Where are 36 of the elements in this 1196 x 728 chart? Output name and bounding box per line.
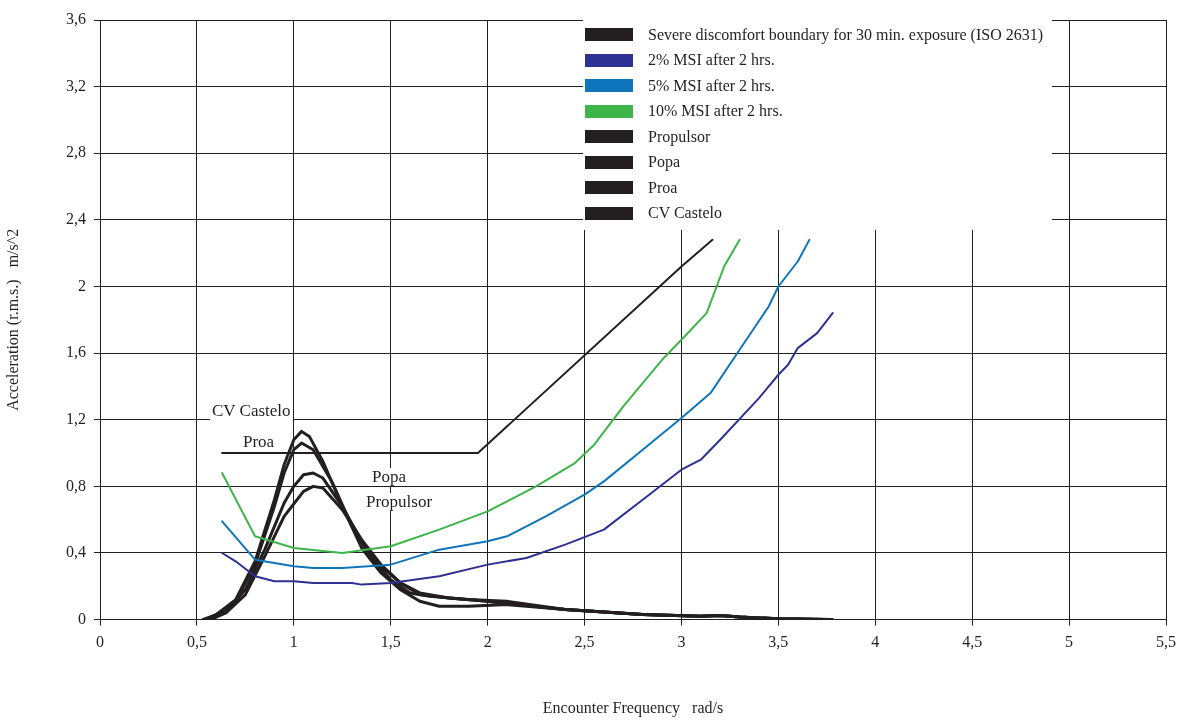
y-tick-label: 3,2 — [66, 76, 86, 94]
legend-label: Proa — [645, 178, 681, 197]
y-tick-label: 2,4 — [66, 210, 86, 228]
y-tick-label: 1,2 — [66, 409, 86, 427]
legend-label: 2% MSI after 2 hrs. — [645, 51, 778, 70]
x-tick-label: 0,5 — [186, 633, 207, 651]
x-tick-label: 1 — [289, 633, 298, 651]
legend-label: CV Castelo — [645, 204, 725, 223]
x-tick-label: 5,5 — [1156, 633, 1176, 651]
annotation: Popa — [370, 467, 408, 486]
x-axis-title: Encounter Frequency rad/s — [542, 698, 724, 717]
x-tick-label: 5 — [1065, 633, 1074, 651]
annotation: CV Castelo — [210, 401, 293, 420]
legend-label: Propulsor — [645, 127, 714, 146]
legend-label: 5% MSI after 2 hrs. — [645, 76, 778, 95]
y-tick-label: 2 — [78, 276, 86, 294]
legend-label: Popa — [645, 153, 683, 172]
y-tick-label: 0,8 — [66, 476, 86, 494]
legend-label: 10% MSI after 2 hrs. — [645, 102, 786, 121]
x-tick-label: 3 — [677, 633, 686, 651]
annotation: Propulsor — [364, 492, 435, 511]
x-tick-label: 1,5 — [380, 633, 401, 651]
y-axis-title: Acceleration (r.m.s.) m/s^2 — [3, 228, 22, 411]
x-tick-label: 2,5 — [574, 633, 595, 651]
legend-label: Severe discomfort boundary for 30 min. exposure (ISO 2631) — [645, 25, 1047, 44]
y-tick-label: 3,6 — [66, 10, 86, 28]
y-tick-label: 2,8 — [66, 143, 86, 161]
y-tick-label: 0 — [78, 609, 86, 627]
x-tick-label: 4,5 — [962, 633, 983, 651]
annotation: Proa — [241, 432, 277, 451]
x-tick-label: 4 — [871, 633, 880, 651]
x-tick-label: 0 — [96, 633, 104, 651]
x-tick-label: 2 — [483, 633, 492, 651]
x-tick-label: 3,5 — [768, 633, 789, 651]
y-tick-label: 1,6 — [66, 343, 86, 361]
y-tick-label: 0,4 — [66, 543, 86, 561]
